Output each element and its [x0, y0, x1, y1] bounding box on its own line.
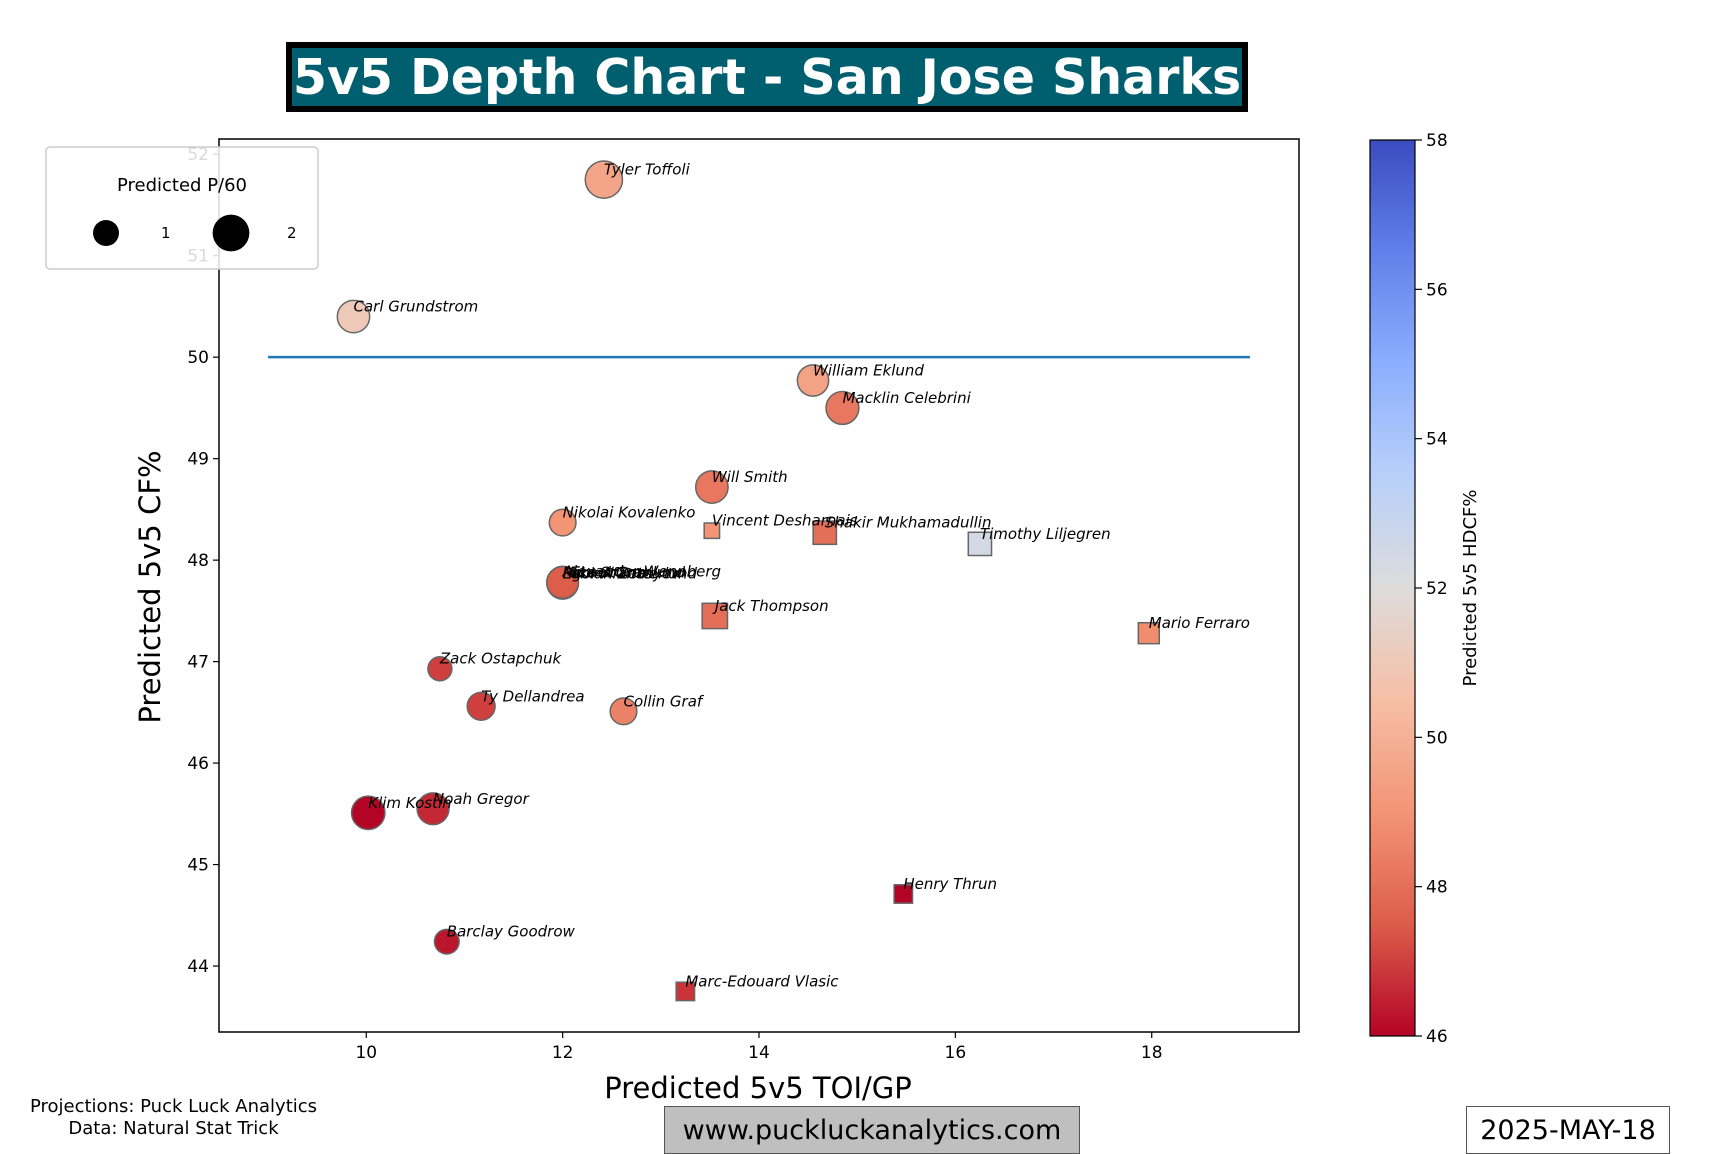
point-label: Nikolai Kovalenko	[563, 504, 696, 522]
colorbar-tick-label: 56	[1426, 280, 1448, 300]
defense-marker	[812, 520, 838, 546]
forward-marker	[545, 565, 580, 600]
point-label: Ty Dellandrea	[481, 687, 584, 705]
point-label: Fabian Zetterlund	[563, 564, 698, 582]
y-tick-label: 46	[187, 754, 209, 774]
website-link[interactable]: www.puckluckanalytics.com	[664, 1106, 1080, 1154]
legend-size-label: 1	[161, 224, 171, 242]
page-title: 5v5 Depth Chart - San Jose Sharks	[286, 42, 1248, 112]
x-axis-label: Predicted 5v5 TOI/GP	[604, 1071, 911, 1105]
x-tick-label: 12	[552, 1043, 574, 1063]
point-label: Zack Ostapchuk	[439, 650, 563, 668]
point-label: Mikael Granlund	[563, 563, 686, 581]
defense-marker	[1137, 621, 1161, 645]
credits: Projections: Puck Luck Analytics Data: N…	[6, 1096, 341, 1140]
point-label: Marc-Edouard Vlasic	[685, 972, 839, 990]
point-label: Tyler Toffoli	[604, 161, 691, 179]
colorbar-tick-label: 58	[1426, 131, 1448, 151]
colorbar-label: Predicted 5v5 HDCF%	[1460, 490, 1481, 687]
point-label: Jack Thompson	[712, 597, 829, 615]
size-legend: Predicted P/60 1 2	[45, 146, 319, 270]
x-tick-label: 18	[1141, 1043, 1163, 1063]
point-label: William Eklund	[813, 362, 924, 380]
forward-marker	[584, 160, 624, 199]
colorbar-bar	[1369, 139, 1416, 1037]
point-label: Shakir Mukhamadullin	[825, 514, 992, 532]
forward-marker	[609, 697, 638, 726]
y-tick-label: 50	[187, 348, 209, 368]
y-axis-label: Predicted 5v5 CF%	[133, 450, 167, 723]
point-label: Timothy Liljegren	[980, 525, 1111, 543]
points-layer	[336, 160, 1161, 1002]
point-label: Mario Ferraro	[1149, 614, 1250, 632]
point-label: Henry Thrun	[903, 875, 997, 893]
forward-marker	[336, 299, 371, 334]
forward-marker	[694, 470, 729, 505]
point-label: Nico Sturm	[563, 563, 646, 581]
axes-layer: 1012141618444546474849505152	[187, 145, 1162, 1063]
legend-size-marker	[93, 220, 119, 246]
forward-marker	[796, 364, 830, 397]
x-tick-label: 16	[945, 1043, 967, 1063]
forward-marker	[466, 691, 496, 721]
point-label: Carl Grundstrom	[354, 298, 479, 316]
forward-marker	[350, 795, 386, 831]
forward-marker	[433, 928, 460, 955]
point-label: Will Smith	[712, 468, 788, 486]
defense-marker	[701, 602, 729, 630]
forward-marker	[548, 508, 577, 537]
defense-marker	[703, 522, 721, 540]
point-label: Vincent Desharnais	[712, 512, 858, 530]
point-label: Noah Gregor	[433, 790, 530, 808]
date-badge: 2025-MAY-18	[1466, 1106, 1670, 1154]
x-tick-label: 14	[748, 1043, 770, 1063]
legend-title: Predicted P/60	[117, 175, 247, 196]
defense-marker	[675, 981, 696, 1002]
y-tick-label: 45	[187, 856, 209, 876]
x-tick-label: 10	[355, 1043, 377, 1063]
forward-marker	[427, 655, 453, 682]
legend-size-label: 2	[287, 224, 297, 242]
point-label: Collin Graf	[624, 692, 705, 710]
credit-projections: Projections: Puck Luck Analytics	[29, 1096, 318, 1117]
credit-data: Data: Natural Stat Trick	[68, 1118, 279, 1139]
colorbar-tick-label: 54	[1426, 430, 1448, 450]
colorbar: Predicted 5v5 HDCF% 46 48 50 52 54 56 58	[1369, 131, 1481, 1047]
point-label: Barclay Goodrow	[447, 923, 576, 941]
colorbar-tick-label: 48	[1426, 878, 1448, 898]
y-tick-label: 44	[187, 957, 209, 977]
colorbar-tick-label: 50	[1426, 728, 1448, 748]
point-label: Klim Kostin	[368, 794, 451, 812]
y-tick-label: 47	[187, 653, 209, 673]
defense-marker	[967, 531, 993, 557]
plot-frame	[218, 138, 1300, 1033]
point-labels-layer: Tyler Toffoli Carl Grundstrom William Eklu…	[354, 161, 1250, 991]
point-label: Alexander Wennberg	[562, 562, 721, 580]
legend-frame	[45, 146, 319, 270]
colorbar-tick-label: 52	[1426, 579, 1448, 599]
point-label: Egor Afanasyev	[563, 564, 681, 582]
legend-size-marker	[212, 214, 250, 252]
point-label: Macklin Celebrini	[842, 389, 971, 407]
colorbar-tick-label: 46	[1426, 1027, 1448, 1047]
defense-marker	[893, 884, 914, 904]
y-tick-label: 49	[187, 450, 209, 470]
forward-marker	[416, 792, 450, 826]
y-tick-label: 48	[187, 551, 209, 571]
forward-marker	[825, 390, 860, 426]
